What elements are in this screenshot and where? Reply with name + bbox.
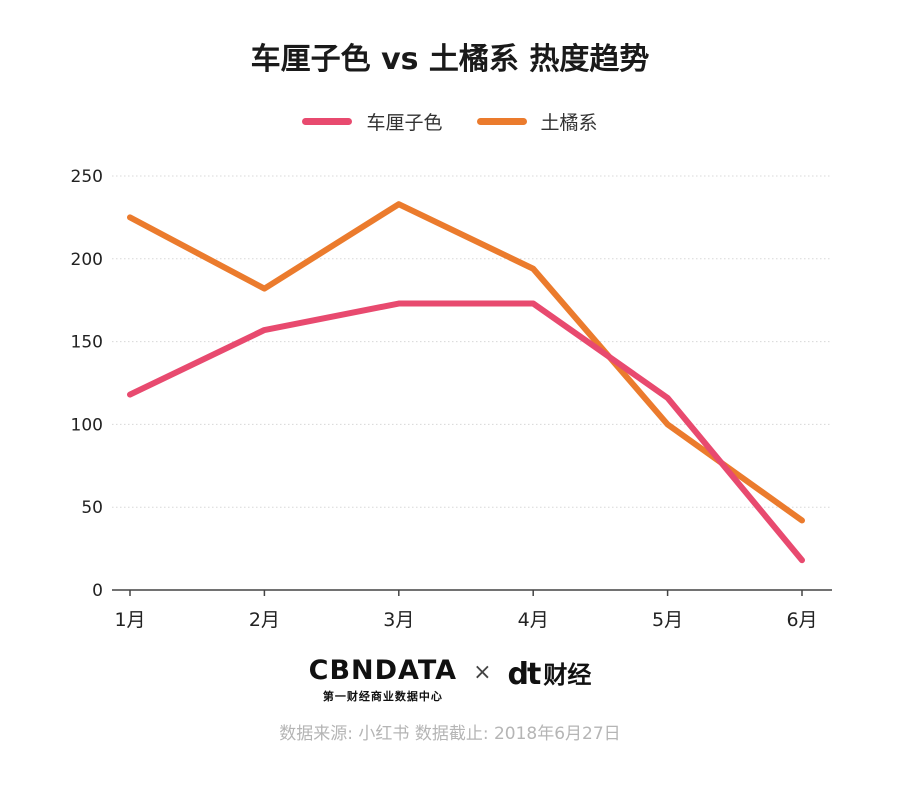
legend-item-series-1: 车厘子色 — [302, 108, 443, 135]
dt-logo-mark: dt — [507, 657, 542, 692]
series-line-2 — [127, 201, 805, 524]
y-tick-label: 200 — [71, 250, 103, 270]
x-tick-label: 1月 — [114, 609, 145, 631]
x-tick-label: 6月 — [786, 609, 817, 631]
x-tick-label: 3月 — [383, 609, 414, 631]
x-tick-label: 4月 — [518, 609, 549, 631]
series-line-1 — [127, 300, 805, 564]
x-tick-label: 2月 — [249, 609, 280, 631]
chart-title: 车厘子色 vs 土橘系 热度趋势 — [250, 42, 650, 77]
legend-swatch-series-1 — [302, 118, 353, 125]
collab-separator: × — [473, 660, 492, 685]
y-tick-label: 100 — [71, 415, 103, 435]
legend-swatch-series-2 — [476, 118, 527, 125]
legend-label-series-2: 土橘系 — [540, 112, 598, 134]
dt-finance-logo: dt 财经 — [508, 655, 592, 695]
legend-item-series-2: 土橘系 — [476, 108, 598, 135]
brand-logos: CBNDATA 第一财经商业数据中心 × dt 财经 — [0, 655, 900, 704]
y-tick-label: 150 — [71, 333, 103, 353]
cbndata-logo-subtitle: 第一财经商业数据中心 — [322, 690, 443, 703]
y-tick-label: 50 — [81, 498, 103, 518]
cbndata-logo-text: CBNDATA — [308, 655, 458, 686]
legend-label-series-1: 车厘子色 — [366, 112, 443, 134]
legend: 车厘子色 土橘系 — [0, 108, 900, 135]
x-tick-label: 5月 — [652, 609, 683, 631]
y-tick-label: 0 — [92, 581, 103, 601]
y-tick-label: 250 — [71, 167, 103, 187]
data-source-note: 数据来源: 小红书 数据截止: 2018年6月27日 — [279, 724, 621, 744]
line-chart: 0 50 100 150 200 250 1月 2月 3月 4月 5月 6月 — [71, 167, 832, 631]
dt-logo-text: 财经 — [543, 661, 592, 689]
cbndata-logo: CBNDATA 第一财经商业数据中心 — [309, 655, 457, 704]
